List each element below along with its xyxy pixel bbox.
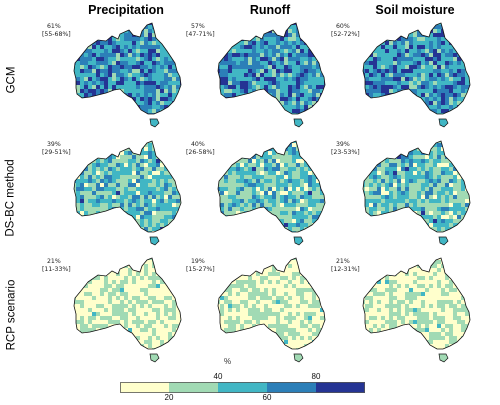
fraction-agreement-label: 19% [15-27%] <box>186 258 215 274</box>
map-panel-ds-bc-soil-moisture: 39% [23-53%] <box>325 131 473 251</box>
map-panel-ds-bc-precipitation: 39% [29-51%] <box>36 131 184 251</box>
coastline <box>73 257 182 350</box>
map-cells <box>74 23 181 114</box>
fraction-value: 39% <box>336 141 350 148</box>
colorbar-bin-2 <box>218 382 267 393</box>
colorbar-bin-1 <box>169 382 218 393</box>
map-panel-gcm-soil-moisture: 60% [52-72%] <box>325 13 473 133</box>
fraction-value: 39% <box>47 141 61 148</box>
colorbar-tick-40: 40 <box>213 372 223 381</box>
coastline <box>217 257 326 350</box>
tasmania <box>149 236 160 246</box>
fraction-agreement-label: 60% [52-72%] <box>331 23 360 39</box>
fraction-range: [52-72%] <box>331 31 360 38</box>
legend-unit: % <box>224 357 232 366</box>
australia-map <box>217 257 326 363</box>
column-title-soil-moisture: Soil moisture <box>375 3 455 17</box>
fraction-agreement-label: 21% [12-31%] <box>331 258 360 274</box>
fraction-agreement-label: 21% [11-33%] <box>42 258 71 274</box>
fraction-value: 40% <box>191 141 205 148</box>
australia-map <box>73 140 182 246</box>
australia-map <box>73 22 182 128</box>
fraction-agreement-label: 57% [47-71%] <box>186 23 215 39</box>
coastline <box>362 22 471 115</box>
fraction-range: [23-53%] <box>331 149 360 156</box>
row-label-rcp-scenario: RCP scenario <box>5 279 17 351</box>
australia-map <box>362 22 471 128</box>
fraction-agreement-label: 40% [26-58%] <box>186 141 215 157</box>
map-panel-rcp-soil-moisture: 21% [12-31%] <box>325 248 473 368</box>
map-panel-rcp-runoff: 19% [15-27%] <box>180 248 328 368</box>
coastline <box>73 22 182 115</box>
coastline <box>217 140 326 233</box>
tasmania <box>293 353 304 363</box>
column-title-precipitation: Precipitation <box>88 3 164 17</box>
map-panel-rcp-precipitation: 21% [11-33%] <box>36 248 184 368</box>
colorbar-tick-60: 60 <box>262 393 272 402</box>
fraction-range: [55-68%] <box>42 31 71 38</box>
australia-map <box>73 257 182 363</box>
fraction-value: 57% <box>191 23 205 30</box>
fraction-value: 21% <box>47 258 61 265</box>
colorbar-svg <box>120 382 365 393</box>
fraction-range: [12-31%] <box>331 266 360 273</box>
tasmania <box>149 118 160 128</box>
coastline <box>217 22 326 115</box>
fraction-value: 21% <box>336 258 350 265</box>
map-panel-gcm-runoff: 57% [47-71%] <box>180 13 328 133</box>
fraction-value: 19% <box>191 258 205 265</box>
australia-map <box>362 257 471 363</box>
tasmania <box>293 118 304 128</box>
fraction-agreement-label: 39% [23-53%] <box>331 141 360 157</box>
row-label-gcm: GCM <box>5 66 17 94</box>
map-cells <box>363 141 470 232</box>
tasmania <box>438 236 449 246</box>
colorbar-bin-4 <box>316 382 365 393</box>
australia-map <box>217 140 326 246</box>
colorbar <box>120 381 365 399</box>
colorbar-bin-3 <box>267 382 316 393</box>
coastline <box>362 257 471 350</box>
fraction-range: [11-33%] <box>42 266 71 273</box>
fraction-range: [29-51%] <box>42 149 71 156</box>
colorbar-tick-80: 80 <box>311 372 321 381</box>
map-panel-ds-bc-runoff: 40% [26-58%] <box>180 131 328 251</box>
map-cells <box>218 141 325 232</box>
australia-map <box>362 140 471 246</box>
fraction-range: [15-27%] <box>186 266 215 273</box>
map-cells <box>363 23 470 114</box>
fraction-value: 60% <box>336 23 350 30</box>
coastline <box>362 140 471 233</box>
fraction-range: [47-71%] <box>186 31 215 38</box>
fraction-agreement-label: 61% [55-68%] <box>42 23 71 39</box>
fraction-value: 61% <box>47 23 61 30</box>
map-panel-gcm-precipitation: 61% [55-68%] <box>36 13 184 133</box>
fraction-range: [26-58%] <box>186 149 215 156</box>
map-cells <box>363 258 470 349</box>
tasmania <box>438 353 449 363</box>
colorbar-tick-20: 20 <box>164 393 174 402</box>
map-cells <box>218 23 325 114</box>
coastline <box>73 140 182 233</box>
colorbar-frame <box>120 382 365 393</box>
tasmania <box>293 236 304 246</box>
map-cells <box>218 258 325 349</box>
row-label-ds-bc-method: DS-BC method <box>5 159 17 237</box>
column-title-runoff: Runoff <box>249 3 291 17</box>
tasmania <box>438 118 449 128</box>
fraction-agreement-label: 39% [29-51%] <box>42 141 71 157</box>
map-cells <box>74 258 181 349</box>
map-cells <box>74 141 181 232</box>
australia-map <box>217 22 326 128</box>
colorbar-bin-0 <box>120 382 169 393</box>
tasmania <box>149 353 160 363</box>
